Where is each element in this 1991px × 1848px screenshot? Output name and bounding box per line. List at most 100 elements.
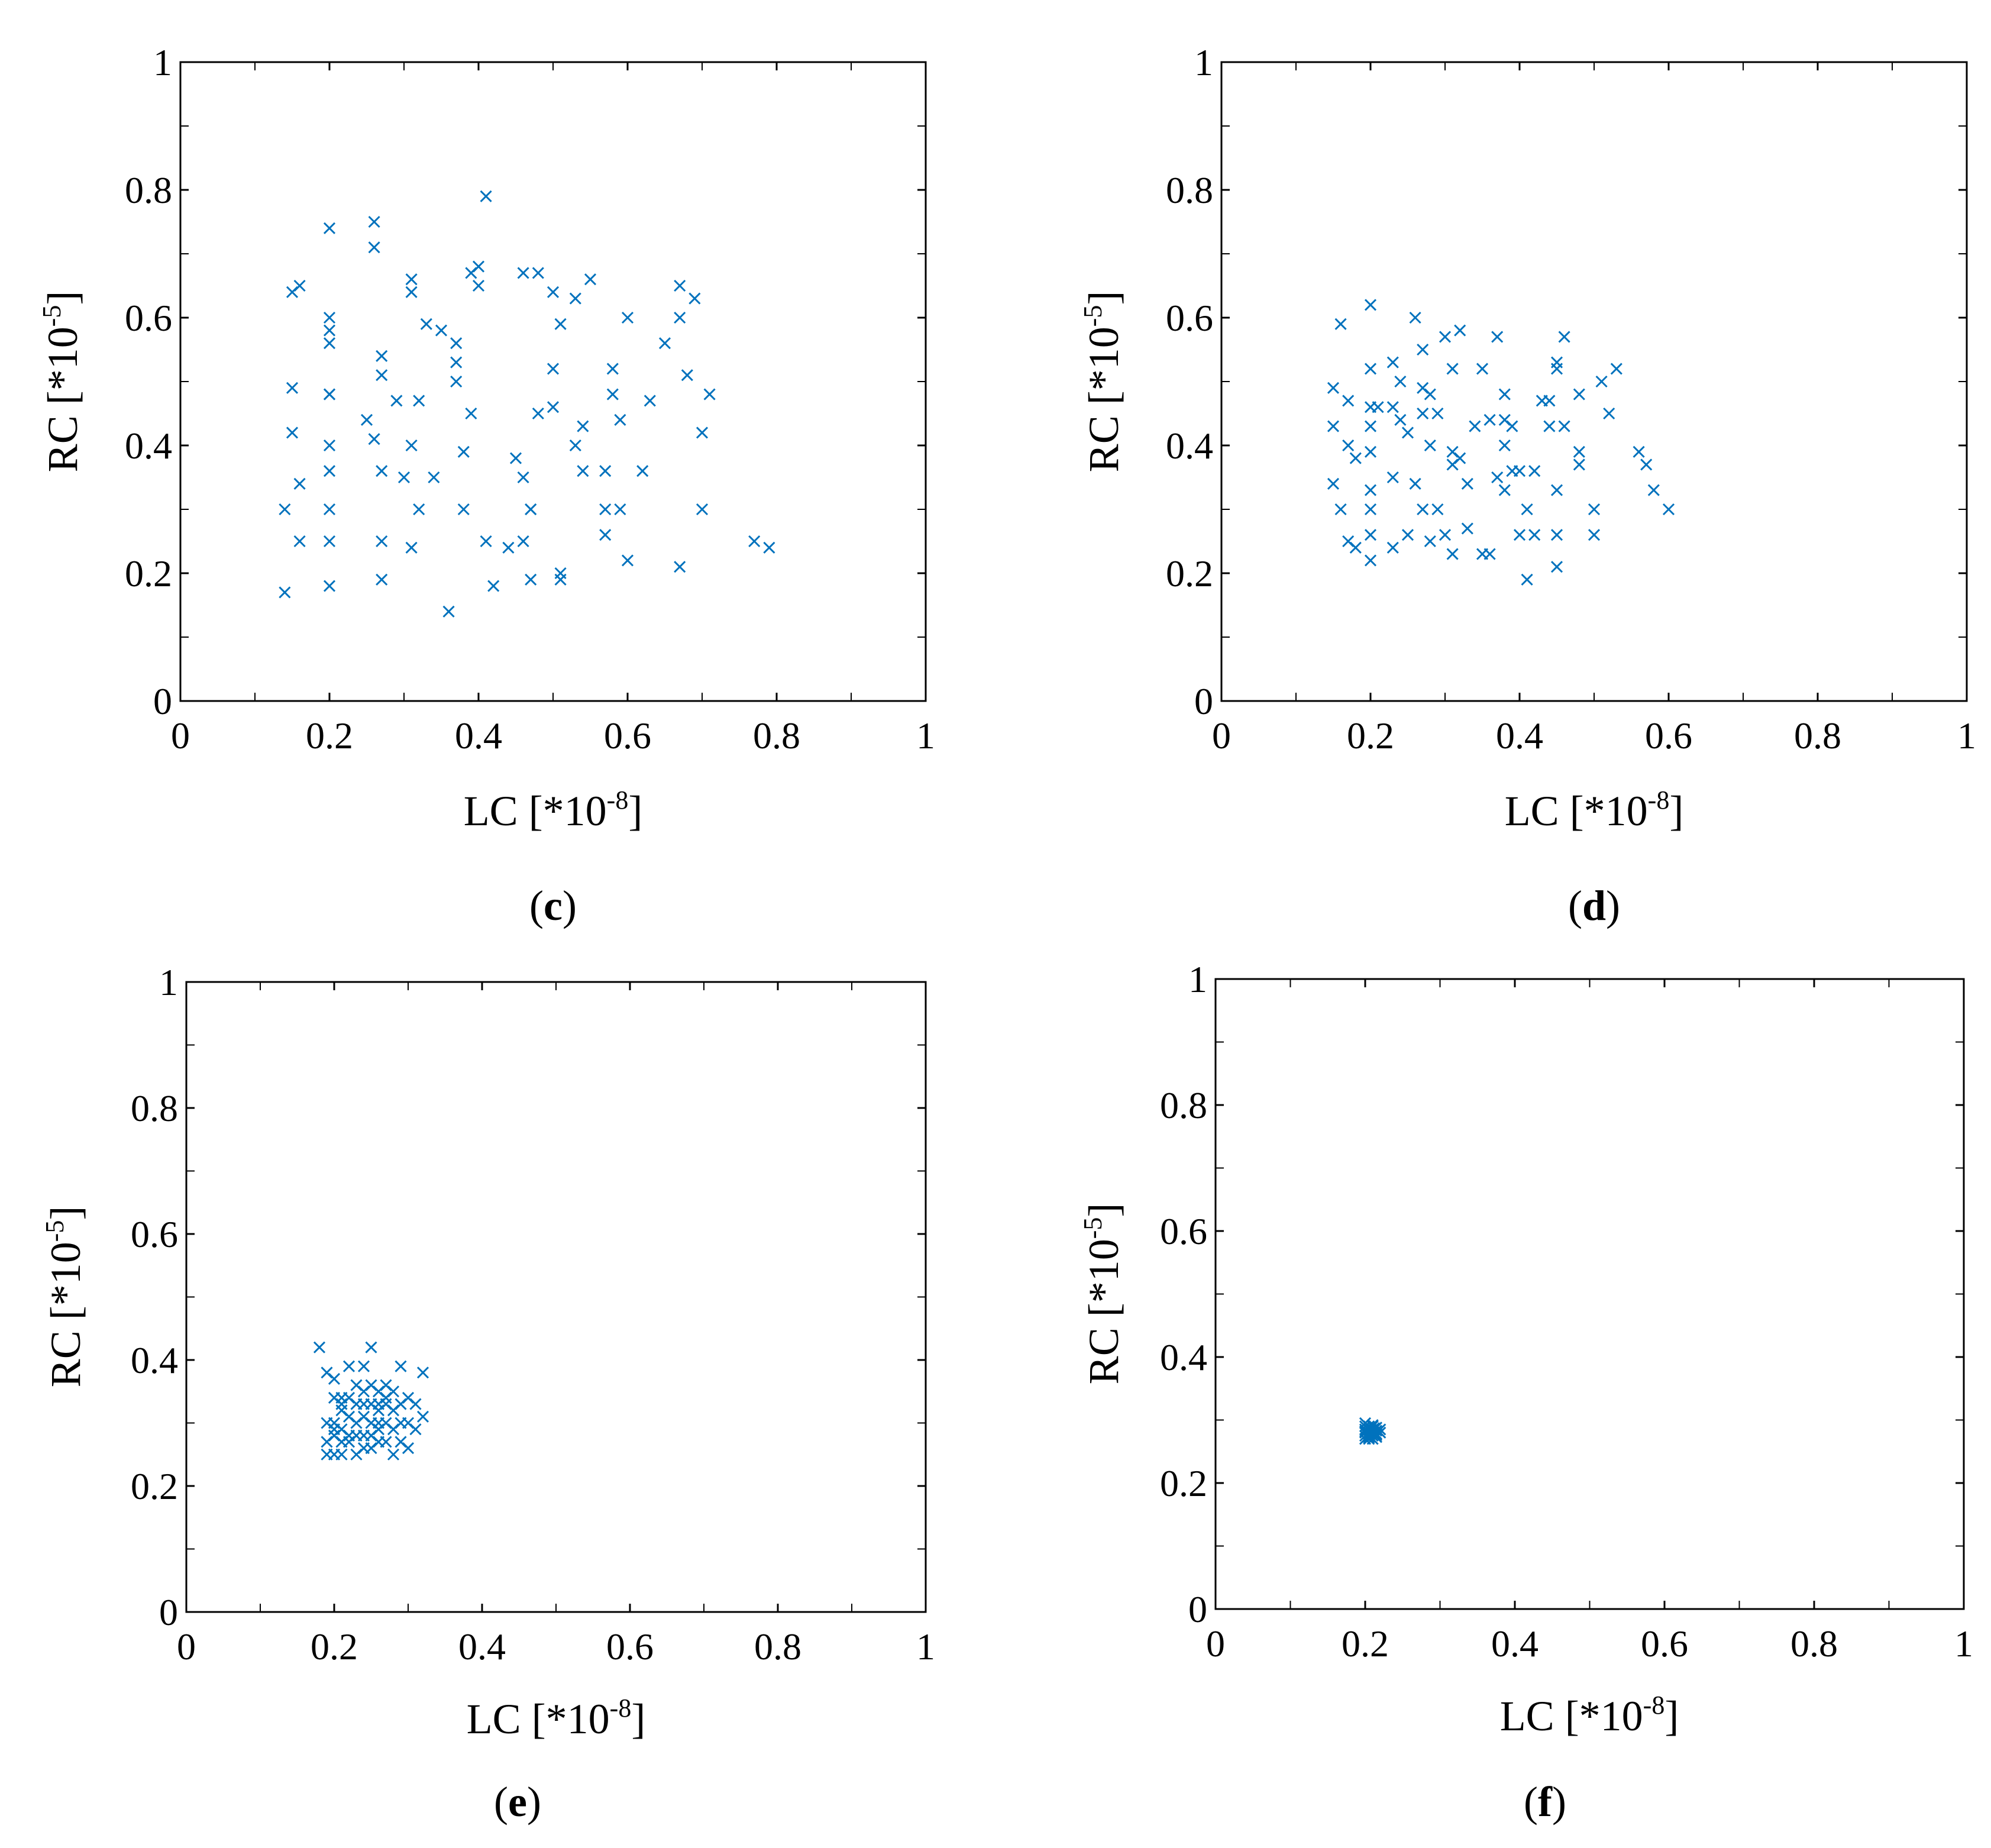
data-point [658,337,671,350]
y-tick-label: 0.8 [125,169,172,211]
data-point [517,535,529,548]
data-point [532,267,544,279]
data-point [450,375,463,388]
data-point [328,1372,341,1385]
data-point [279,586,291,599]
data-point [376,465,388,477]
data-point [1417,382,1429,394]
data-point [1342,395,1355,407]
x-axis-label-e: LC [*10-8] [467,1694,646,1743]
data-point [1431,407,1444,420]
data-point [1573,458,1585,471]
data-point [1461,522,1473,535]
data-point [397,471,411,484]
data-point [696,503,709,516]
data-point [1528,465,1541,477]
data-point [357,1360,370,1372]
scatter-panel-f: 0 0.2 0.4 0.6 0.8 100.20.40.60.81 LC [*10-8] … [1078,958,1973,1826]
x-tick-label: 0.4 [455,715,502,757]
x-axis-label-c: LC [*10-8] [464,786,643,835]
data-point [368,215,380,228]
y-tick-label: 0.6 [131,1213,178,1255]
data-point [1595,375,1608,388]
scatter-panel-c: 0 0.2 0.4 0.6 0.8 100.20.40.60.81 LC [*10-8] … [37,41,935,929]
data-point [395,1417,407,1429]
data-point [525,573,537,586]
data-point [1364,420,1377,432]
data-point [1483,413,1496,426]
data-point [472,279,485,292]
data-point [405,541,418,554]
data-point [1417,407,1429,420]
data-point [1409,311,1421,324]
data-point [1521,573,1533,586]
x-tick-label: 1 [916,715,935,757]
y-tick-label: 1 [1194,41,1213,83]
scatter-panel-d: 0 0.2 0.4 0.6 0.8 100.20.40.60.81 LC [*10-8] … [1078,41,1976,929]
data-point [644,395,656,407]
data-point [1327,420,1340,432]
data-point [1394,375,1407,388]
data-point [1386,401,1399,413]
data-point [599,465,612,477]
data-point [1409,477,1421,490]
data-point [1446,458,1459,471]
data-point [323,337,336,350]
data-point [1633,445,1645,458]
data-point [1364,554,1377,567]
x-axis-label-f: LC [*10-8] [1500,1691,1679,1740]
x-axis-label-d: LC [*10-8] [1505,786,1684,835]
data-point [696,427,709,439]
data-point [763,541,775,554]
x-tick-label: 0.6 [1641,1623,1688,1665]
markers-d [1327,299,1675,586]
data-point [1349,541,1362,554]
data-point [323,465,336,477]
data-point [1364,363,1377,375]
y-tick-label: 1 [159,961,178,1003]
data-point [380,1436,392,1448]
data-point [1573,388,1585,400]
y-tick-label: 1 [153,41,172,83]
data-point [323,580,336,592]
data-point [1454,324,1466,337]
y-tick-label: 0 [1194,680,1213,722]
data-point [465,407,477,420]
data-point [323,311,336,324]
data-point [1401,529,1414,541]
data-point [1364,445,1377,458]
data-point [1401,427,1414,439]
data-point [1417,503,1429,516]
data-point [1543,395,1556,407]
data-point [1550,561,1563,573]
data-point [365,1341,377,1353]
data-point [1446,548,1459,560]
data-point [1364,529,1377,541]
y-tick-label: 1 [1188,958,1207,1000]
data-point [606,388,619,400]
data-point [1506,420,1518,432]
panel-label-c: (c) [529,882,577,929]
data-point [614,503,626,516]
y-axis-label-d: RC [*10-5] [1078,291,1127,473]
y-axis-label-e: RC [*10-5] [40,1206,89,1388]
data-point [1327,477,1340,490]
x-tick-label: 0.8 [754,1626,801,1668]
data-point [357,1398,370,1410]
y-tick-label: 0 [153,680,172,722]
data-point [689,292,701,305]
data-point [323,439,336,452]
y-tick-label: 0.4 [131,1339,178,1381]
data-point [1364,503,1377,516]
data-point [547,363,560,375]
x-tick-label: 0 [1206,1623,1225,1665]
data-point [532,407,544,420]
data-point [1558,331,1570,343]
data-point [1558,420,1570,432]
data-point [480,535,492,548]
data-point [599,529,612,541]
data-point [293,535,306,548]
data-point [409,1398,422,1410]
data-point [1498,484,1511,496]
data-point [621,311,634,324]
